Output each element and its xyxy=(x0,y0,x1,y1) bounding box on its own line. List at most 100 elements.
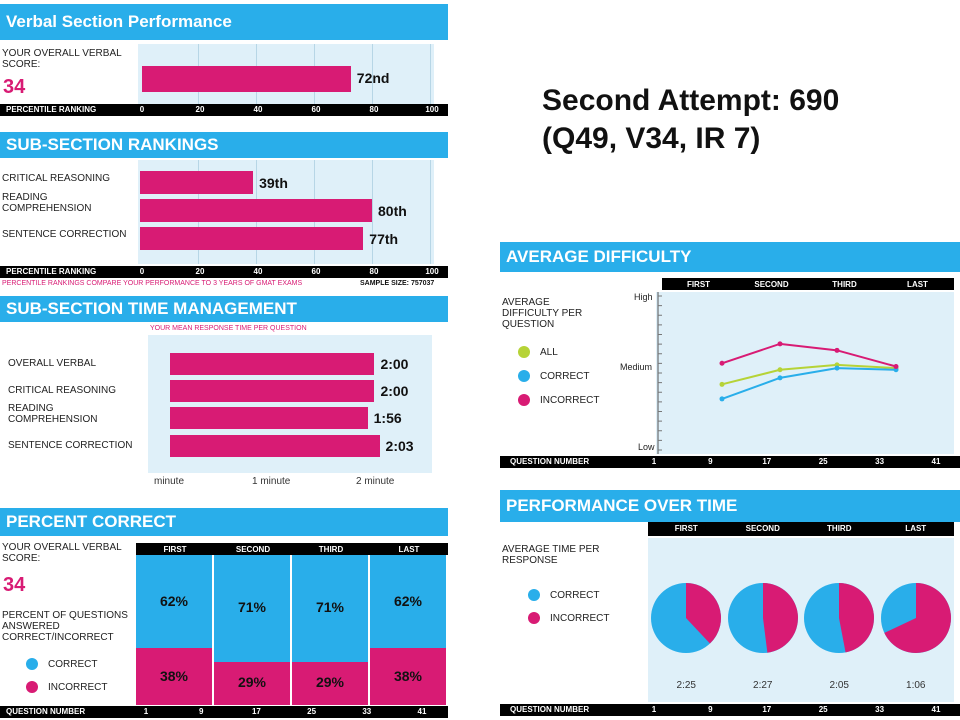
pc-correct-value: 71% xyxy=(315,599,345,616)
subsection-axis-label: PERCENTILE RANKING xyxy=(6,267,97,276)
question-number-tick: 9 xyxy=(708,457,713,466)
perf-column-header-bar: FIRST SECOND THIRD LAST xyxy=(648,522,954,536)
pc-correct-segment xyxy=(370,555,446,648)
subsection-row-label: CRITICAL REASONING xyxy=(2,173,110,184)
attempt-title: Second Attempt: 690 (Q49, V34, IR 7) xyxy=(542,82,839,158)
subsection-header: SUB-SECTION RANKINGS xyxy=(0,132,448,158)
subsection-footnote: PERCENTILE RANKINGS COMPARE YOUR PERFORM… xyxy=(2,280,303,287)
perf-pie xyxy=(880,583,951,653)
column-head: LAST xyxy=(905,524,927,533)
perf-time-value: 2:25 xyxy=(676,680,696,691)
time-row-label: CRITICAL REASONING xyxy=(8,385,116,396)
subsection-bar-value: 39th xyxy=(259,175,288,191)
verbal-axis-bar: PERCENTILE RANKING 0 20 40 60 80 100 xyxy=(0,104,448,116)
time-bar-value: 2:03 xyxy=(385,438,414,454)
verbal-axis-label: PERCENTILE RANKING xyxy=(6,105,97,114)
pc-column: 62% 38% xyxy=(136,555,212,705)
difficulty-y-medium: Medium xyxy=(620,362,653,372)
time-bar xyxy=(170,380,375,402)
perf-legend-incorrect-label: INCORRECT xyxy=(550,612,610,624)
perf-time-value: 2:05 xyxy=(829,680,849,691)
pc-question-label: QUESTION NUMBER xyxy=(6,707,86,716)
pc-legend-incorrect-label: INCORRECT xyxy=(48,681,108,693)
column-head: FIRST xyxy=(686,280,711,289)
pc-column: 62% 38% xyxy=(370,555,446,705)
pc-correct-segment xyxy=(292,555,368,662)
pc-correct-segment xyxy=(136,555,212,648)
pc-desc: PERCENT OF QUESTIONS ANSWERED CORRECT/IN… xyxy=(2,610,128,643)
column-head: SECOND xyxy=(754,280,789,289)
pc-column: 71% 29% xyxy=(214,555,290,705)
correct-dot-icon xyxy=(528,589,540,601)
pc-incorrect-value: 38% xyxy=(159,667,189,684)
pc-incorrect-value: 29% xyxy=(315,674,345,691)
subsection-bar xyxy=(140,199,372,222)
perf-time-value: 1:06 xyxy=(906,680,926,691)
verbal-score-label: YOUR OVERALL VERBAL SCORE: xyxy=(2,48,122,70)
perf-legend-correct-label: CORRECT xyxy=(550,589,600,601)
verbal-percentile-value: 72nd xyxy=(356,70,390,86)
perf-header: PERFORMANCE OVER TIME xyxy=(500,490,960,522)
difficulty-question-bar: QUESTION NUMBER 1 9 17 25 33 41 xyxy=(500,456,960,468)
question-number-tick: 1 xyxy=(651,705,657,714)
difficulty-desc: AVERAGE DIFFICULTY PER QUESTION xyxy=(502,297,583,330)
question-number-tick: 1 xyxy=(143,707,149,716)
difficulty-point-correct xyxy=(834,365,840,371)
perf-pie-incorrect-slice xyxy=(884,583,951,653)
column-head: LAST xyxy=(907,280,928,289)
perf-header-text: PERFORMANCE OVER TIME xyxy=(506,496,738,515)
difficulty-line-incorrect xyxy=(721,342,897,368)
difficulty-legend-incorrect-label: INCORRECT xyxy=(540,394,600,406)
time-header: SUB-SECTION TIME MANAGEMENT xyxy=(0,296,448,322)
difficulty-point-incorrect xyxy=(893,364,899,370)
difficulty-point-correct xyxy=(719,396,725,402)
percentile-tick: 80 xyxy=(369,267,379,276)
time-bar xyxy=(170,435,380,457)
time-bar-value: 2:00 xyxy=(380,383,409,399)
pc-column: 71% 29% xyxy=(292,555,368,705)
pc-legend-incorrect: INCORRECT xyxy=(26,681,107,693)
subsection-bar-panel: 39th 80th 77th xyxy=(138,160,434,264)
difficulty-question-label: QUESTION NUMBER xyxy=(510,457,590,466)
percentile-tick: 40 xyxy=(253,105,263,114)
subsection-row-label: SENTENCE CORRECTION xyxy=(2,229,127,240)
percentile-tick: 100 xyxy=(425,267,439,276)
time-row-label: READING COMPREHENSION xyxy=(8,403,98,425)
perf-pie-incorrect-slice xyxy=(686,583,722,644)
difficulty-legend-correct: CORRECT xyxy=(518,370,589,382)
correct-dot-icon xyxy=(26,658,38,670)
subsection-row-label: READING COMPREHENSION xyxy=(2,192,92,214)
all-dot-icon xyxy=(518,346,530,358)
subsection-bar-value: 80th xyxy=(378,203,407,219)
attempt-title-line1: Second Attempt: 690 xyxy=(542,84,840,117)
column-head: THIRD xyxy=(832,280,857,289)
column-head: FIRST xyxy=(674,524,698,533)
pc-column-header-bar: FIRST SECOND THIRD LAST xyxy=(136,543,448,555)
percent-correct-header: PERCENT CORRECT xyxy=(0,508,448,536)
incorrect-dot-icon xyxy=(518,394,530,406)
subsection-bar-value: 77th xyxy=(369,231,399,247)
perf-question-bar: QUESTION NUMBER 1 9 17 25 33 41 xyxy=(500,704,960,716)
question-number-tick: 25 xyxy=(307,707,317,716)
pc-legend-correct-label: CORRECT xyxy=(48,658,98,670)
question-number-tick: 17 xyxy=(762,457,772,466)
time-axis-0: minute xyxy=(154,476,185,487)
percentile-tick: 40 xyxy=(253,267,263,276)
question-number-tick: 25 xyxy=(818,457,828,466)
perf-pie-incorrect-slice xyxy=(762,583,798,653)
verbal-header-text: Verbal Section Performance xyxy=(6,12,232,31)
pc-column-head: SECOND xyxy=(235,545,271,554)
question-number-tick: 33 xyxy=(362,707,372,716)
perf-legend-incorrect: INCORRECT xyxy=(528,612,609,624)
percentile-tick: 100 xyxy=(425,105,439,114)
difficulty-legend-correct-label: CORRECT xyxy=(540,370,590,382)
subsection-sample-size: SAMPLE SIZE: 757037 xyxy=(360,280,435,287)
pc-score-label: YOUR OVERALL VERBAL SCORE: xyxy=(2,542,122,564)
difficulty-y-high: High xyxy=(634,292,653,302)
attempt-title-line2: (Q49, V34, IR 7) xyxy=(542,122,761,155)
time-bar xyxy=(170,353,375,375)
subsection-header-text: SUB-SECTION RANKINGS xyxy=(6,135,219,154)
question-number-tick: 33 xyxy=(875,705,885,714)
perf-pie xyxy=(804,583,875,653)
question-number-tick: 41 xyxy=(417,707,427,716)
